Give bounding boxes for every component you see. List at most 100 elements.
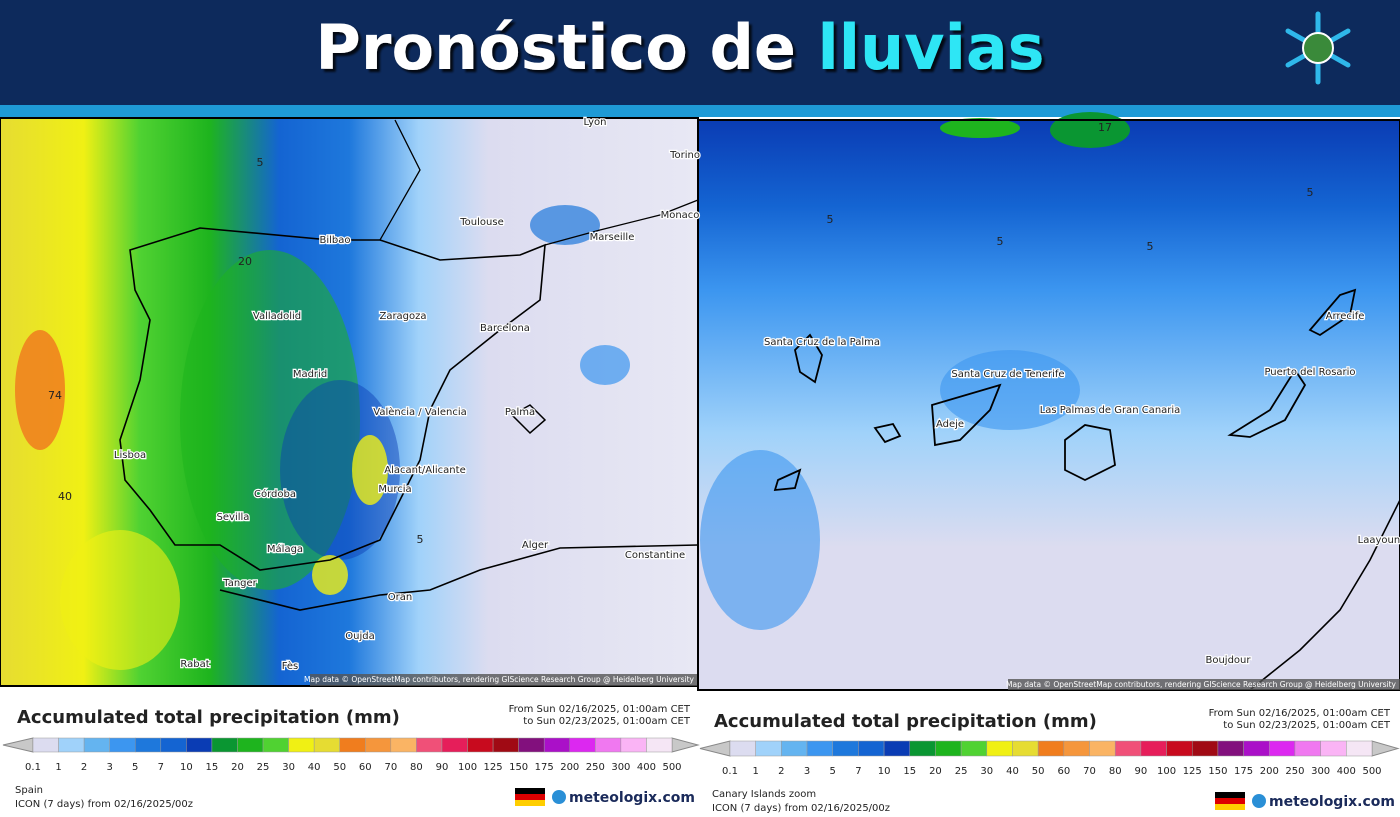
place-label: Alger bbox=[522, 540, 549, 551]
place-label: Puerto del Rosario bbox=[1264, 367, 1355, 378]
legend-level: 25 bbox=[257, 762, 270, 773]
legend-swatch bbox=[1037, 740, 1065, 757]
region-name: Spain bbox=[15, 785, 43, 796]
legend-level: 40 bbox=[1006, 766, 1019, 777]
legend-swatch bbox=[909, 740, 936, 757]
model-info: ICON (7 days) from 02/16/2025/00z bbox=[712, 803, 890, 814]
place-label: Monaco bbox=[661, 210, 700, 221]
legend-level: 10 bbox=[878, 766, 891, 777]
legend-level: 90 bbox=[436, 762, 449, 773]
flag-stripe bbox=[1215, 792, 1245, 798]
legend: Accumulated total precipitation (mm) From… bbox=[699, 708, 1400, 814]
legend-swatch bbox=[186, 737, 213, 753]
legend-period-to: to Sun 02/23/2025, 01:00am CET bbox=[523, 716, 691, 727]
contour-label: 17 bbox=[1098, 121, 1112, 134]
place-label: Córdoba bbox=[254, 488, 296, 500]
place-label: Palma bbox=[505, 407, 535, 418]
legend-swatch bbox=[595, 737, 622, 753]
legend-level: 0.1 bbox=[25, 762, 41, 773]
region-name: Canary Islands zoom bbox=[712, 789, 816, 800]
legend-level: 400 bbox=[1337, 766, 1356, 777]
legend-swatch bbox=[1320, 740, 1347, 757]
place-label: Rabat bbox=[180, 659, 209, 670]
legend-swatch bbox=[543, 737, 571, 753]
place-label: Fès bbox=[282, 660, 299, 672]
place-label: Las Palmas de Gran Canaria bbox=[1040, 405, 1181, 416]
contour-label: 5 bbox=[997, 235, 1004, 248]
contour-label: 74 bbox=[48, 389, 62, 402]
legend-level: 70 bbox=[1083, 766, 1096, 777]
legend-level: 30 bbox=[282, 762, 295, 773]
contour-label: 5 bbox=[257, 156, 264, 169]
legend-level: 500 bbox=[1362, 766, 1381, 777]
legend-swatch bbox=[160, 737, 187, 753]
place-label: Barcelona bbox=[480, 323, 530, 334]
legend-swatch bbox=[858, 740, 885, 757]
legend-swatch bbox=[1166, 740, 1193, 757]
legend-swatch bbox=[1140, 740, 1167, 757]
legend-swatch bbox=[109, 737, 136, 753]
legend-swatch bbox=[806, 740, 833, 757]
legend-swatch bbox=[390, 737, 417, 753]
legend-level: 1 bbox=[55, 762, 61, 773]
legend-level: 400 bbox=[637, 762, 656, 773]
title: Pronóstico de lluvias bbox=[315, 11, 1044, 84]
legend-level: 5 bbox=[132, 762, 138, 773]
legend-level: 125 bbox=[1183, 766, 1202, 777]
legend-swatch bbox=[729, 740, 756, 757]
legend-level: 2 bbox=[81, 762, 87, 773]
header-stripe bbox=[0, 105, 1400, 117]
legend-level: 15 bbox=[903, 766, 916, 777]
legend-swatch bbox=[1243, 740, 1270, 757]
place-label: Torino bbox=[669, 150, 700, 161]
place-label: Lisboa bbox=[114, 450, 146, 461]
legend-title: Accumulated total precipitation (mm) bbox=[714, 711, 1097, 732]
place-label: Constantine bbox=[625, 550, 685, 561]
place-label: Toulouse bbox=[459, 217, 503, 228]
legend-level: 0.1 bbox=[722, 766, 738, 777]
legend-level: 60 bbox=[1057, 766, 1070, 777]
legend-swatch bbox=[1294, 740, 1321, 757]
legend-title: Accumulated total precipitation (mm) bbox=[17, 707, 400, 728]
legend-level: 2 bbox=[778, 766, 784, 777]
legend-swatch bbox=[1114, 740, 1142, 757]
legend-swatch bbox=[935, 740, 962, 757]
legend-swatch bbox=[646, 737, 673, 753]
legend-level: 15 bbox=[206, 762, 219, 773]
legend-level: 250 bbox=[586, 762, 605, 773]
legend-swatch bbox=[441, 737, 468, 753]
legend-level: 175 bbox=[1234, 766, 1253, 777]
title-highlight: lluvias bbox=[818, 11, 1045, 84]
contour-label: 5 bbox=[417, 533, 424, 546]
legend-swatch bbox=[518, 737, 545, 753]
legend-period-to: to Sun 02/23/2025, 01:00am CET bbox=[1223, 720, 1391, 731]
place-label: Laayoune bbox=[1358, 535, 1400, 546]
legend-swatch bbox=[416, 737, 443, 753]
place-label: Alacant/Alicante bbox=[384, 465, 465, 476]
legend-level: 100 bbox=[1157, 766, 1176, 777]
legend-level: 3 bbox=[106, 762, 112, 773]
legend-level: 7 bbox=[855, 766, 861, 777]
legend-swatch bbox=[986, 740, 1013, 757]
legend-swatch bbox=[32, 737, 59, 753]
legend-level: 200 bbox=[560, 762, 579, 773]
place-label: Málaga bbox=[267, 543, 303, 555]
legend-level: 80 bbox=[1109, 766, 1122, 777]
flag-stripe bbox=[515, 800, 545, 806]
legend-swatch bbox=[492, 737, 519, 753]
legend-level: 60 bbox=[359, 762, 372, 773]
legend-swatch bbox=[620, 737, 647, 753]
legend-level: 20 bbox=[231, 762, 244, 773]
legend-level: 500 bbox=[662, 762, 681, 773]
attribution: Map data © OpenStreetMap contributors, r… bbox=[304, 675, 695, 684]
legend-level: 175 bbox=[535, 762, 554, 773]
legend-swatch bbox=[467, 737, 494, 753]
place-label: Oujda bbox=[345, 631, 374, 642]
contour-label: 5 bbox=[1307, 186, 1314, 199]
contour-label: 5 bbox=[1147, 240, 1154, 253]
legend-level: 10 bbox=[180, 762, 193, 773]
legend-swatch bbox=[1063, 740, 1090, 757]
legend-level: 30 bbox=[980, 766, 993, 777]
logo bbox=[1285, 11, 1351, 85]
legend-level: 300 bbox=[1311, 766, 1330, 777]
